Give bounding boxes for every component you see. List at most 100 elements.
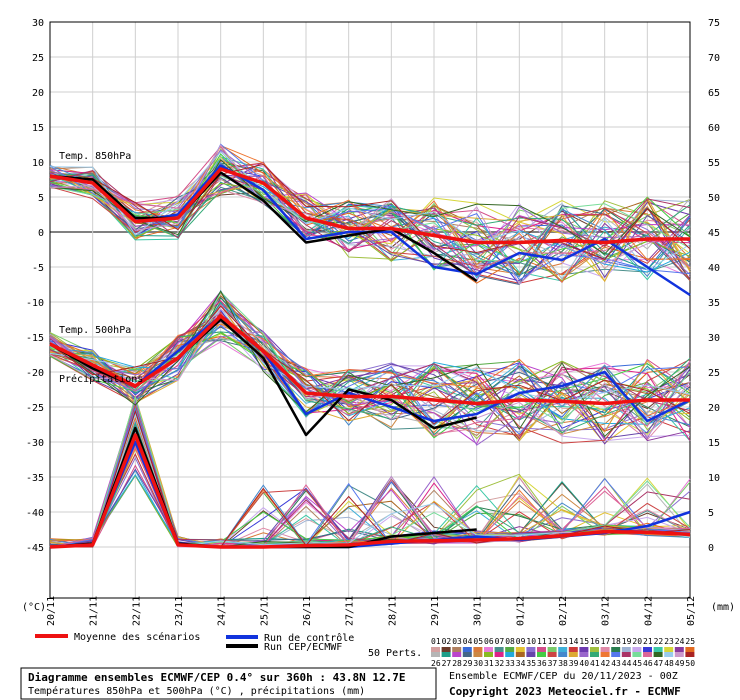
member-swatch [579, 652, 589, 657]
member-swatch [537, 652, 546, 657]
member-number: 19 [622, 637, 632, 646]
member-line-precip [49, 407, 691, 548]
label-t850: Temp. 850hPa [59, 151, 131, 162]
member-swatch [600, 647, 610, 652]
right-tick-label: 75 [708, 18, 720, 29]
x-tick-label: 30/11 [473, 596, 484, 626]
member-number: 01 [431, 637, 441, 646]
x-tick-label: 05/12 [686, 596, 697, 626]
left-tick-label: 10 [32, 158, 44, 169]
mean-line-precip [49, 433, 691, 549]
member-number: 09 [516, 637, 526, 646]
member-number: 48 [664, 659, 674, 668]
copyright: Copyright 2023 Meteociel.fr - ECMWF [449, 685, 681, 698]
left-tick-label: -25 [26, 403, 44, 414]
right-tick-label: 50 [708, 193, 720, 204]
right-tick-label: 65 [708, 88, 720, 99]
member-swatch [632, 652, 642, 657]
right-tick-label: 0 [708, 543, 714, 554]
member-number: 31 [484, 659, 494, 668]
ensemble-members [49, 143, 691, 548]
member-swatch [664, 647, 674, 652]
right-tick-label: 70 [708, 53, 720, 64]
member-number: 16 [590, 637, 600, 646]
member-swatch [484, 652, 493, 657]
member-line-t850 [49, 144, 691, 285]
member-swatch [494, 652, 504, 657]
member-line-t850 [49, 175, 691, 270]
right-axis-unit: (mm) [711, 602, 735, 613]
legend: Moyenne des scénarios Run de contrôle Ru… [35, 631, 695, 668]
member-swatch [643, 647, 652, 652]
left-tick-label: -40 [26, 508, 44, 519]
label-precip: Précipitations [59, 373, 143, 385]
member-swatch [462, 652, 472, 657]
member-number: 14 [569, 637, 579, 646]
x-tick-label: 26/11 [302, 596, 313, 626]
left-tick-label: 15 [32, 123, 44, 134]
legend-run-label: Run CEP/ECMWF [264, 642, 342, 653]
member-swatch [494, 647, 504, 652]
right-tick-label: 35 [708, 298, 720, 309]
control-line-t500 [49, 314, 691, 423]
member-number: 38 [558, 659, 568, 668]
member-number: 49 [675, 659, 685, 668]
member-number: 08 [505, 637, 515, 646]
x-tick-label: 27/11 [345, 596, 356, 626]
member-number: 25 [685, 637, 695, 646]
right-tick-label: 15 [708, 438, 720, 449]
left-tick-label: 20 [32, 88, 44, 99]
member-swatch [621, 647, 631, 652]
member-swatch [484, 647, 493, 652]
member-line-t500 [49, 331, 691, 434]
member-swatch [505, 652, 515, 657]
x-tick-label: 29/11 [430, 596, 441, 626]
member-swatch [568, 647, 578, 652]
member-line-precip [50, 409, 691, 548]
footer-box [20, 667, 437, 700]
member-swatch [547, 652, 557, 657]
member-number: 30 [473, 659, 483, 668]
member-swatch [505, 647, 515, 652]
main-lines [49, 164, 691, 549]
member-number: 39 [569, 659, 579, 668]
member-number: 18 [611, 637, 621, 646]
x-tick-label: 04/12 [643, 596, 654, 626]
member-number: 32 [495, 659, 505, 668]
member-line-t500 [49, 290, 691, 438]
member-number: 44 [622, 659, 632, 668]
x-tick-label: 22/11 [131, 596, 142, 626]
member-number: 37 [548, 659, 558, 668]
left-tick-label: 30 [32, 18, 44, 29]
member-number: 27 [442, 659, 452, 668]
member-swatch [473, 652, 483, 657]
member-line-t850 [49, 163, 691, 260]
x-tick-label: 03/12 [601, 596, 612, 626]
member-number: 23 [664, 637, 674, 646]
member-number: 41 [590, 659, 600, 668]
member-swatch [674, 652, 684, 657]
member-swatch [653, 652, 663, 657]
member-swatch [611, 652, 621, 657]
member-number: 46 [643, 659, 653, 668]
member-swatch [611, 647, 621, 652]
member-swatch [643, 652, 652, 657]
member-number: 07 [495, 637, 505, 646]
right-tick-label: 10 [708, 473, 720, 484]
member-line-t850 [49, 156, 691, 282]
member-number: 43 [611, 659, 621, 668]
member-number: 50 [685, 659, 695, 668]
x-tick-label: 01/12 [515, 596, 526, 626]
member-swatch [431, 647, 440, 652]
member-swatch [568, 652, 578, 657]
member-swatch [653, 647, 663, 652]
right-tick-label: 45 [708, 228, 720, 239]
label-t500: Temp. 500hPa [59, 325, 131, 336]
member-number: 21 [643, 637, 653, 646]
member-line-t500 [49, 305, 691, 425]
member-line-t500 [49, 291, 691, 426]
member-swatches [431, 647, 695, 657]
member-line-precip [49, 445, 691, 548]
legend-control-label: Run de contrôle [264, 632, 354, 644]
